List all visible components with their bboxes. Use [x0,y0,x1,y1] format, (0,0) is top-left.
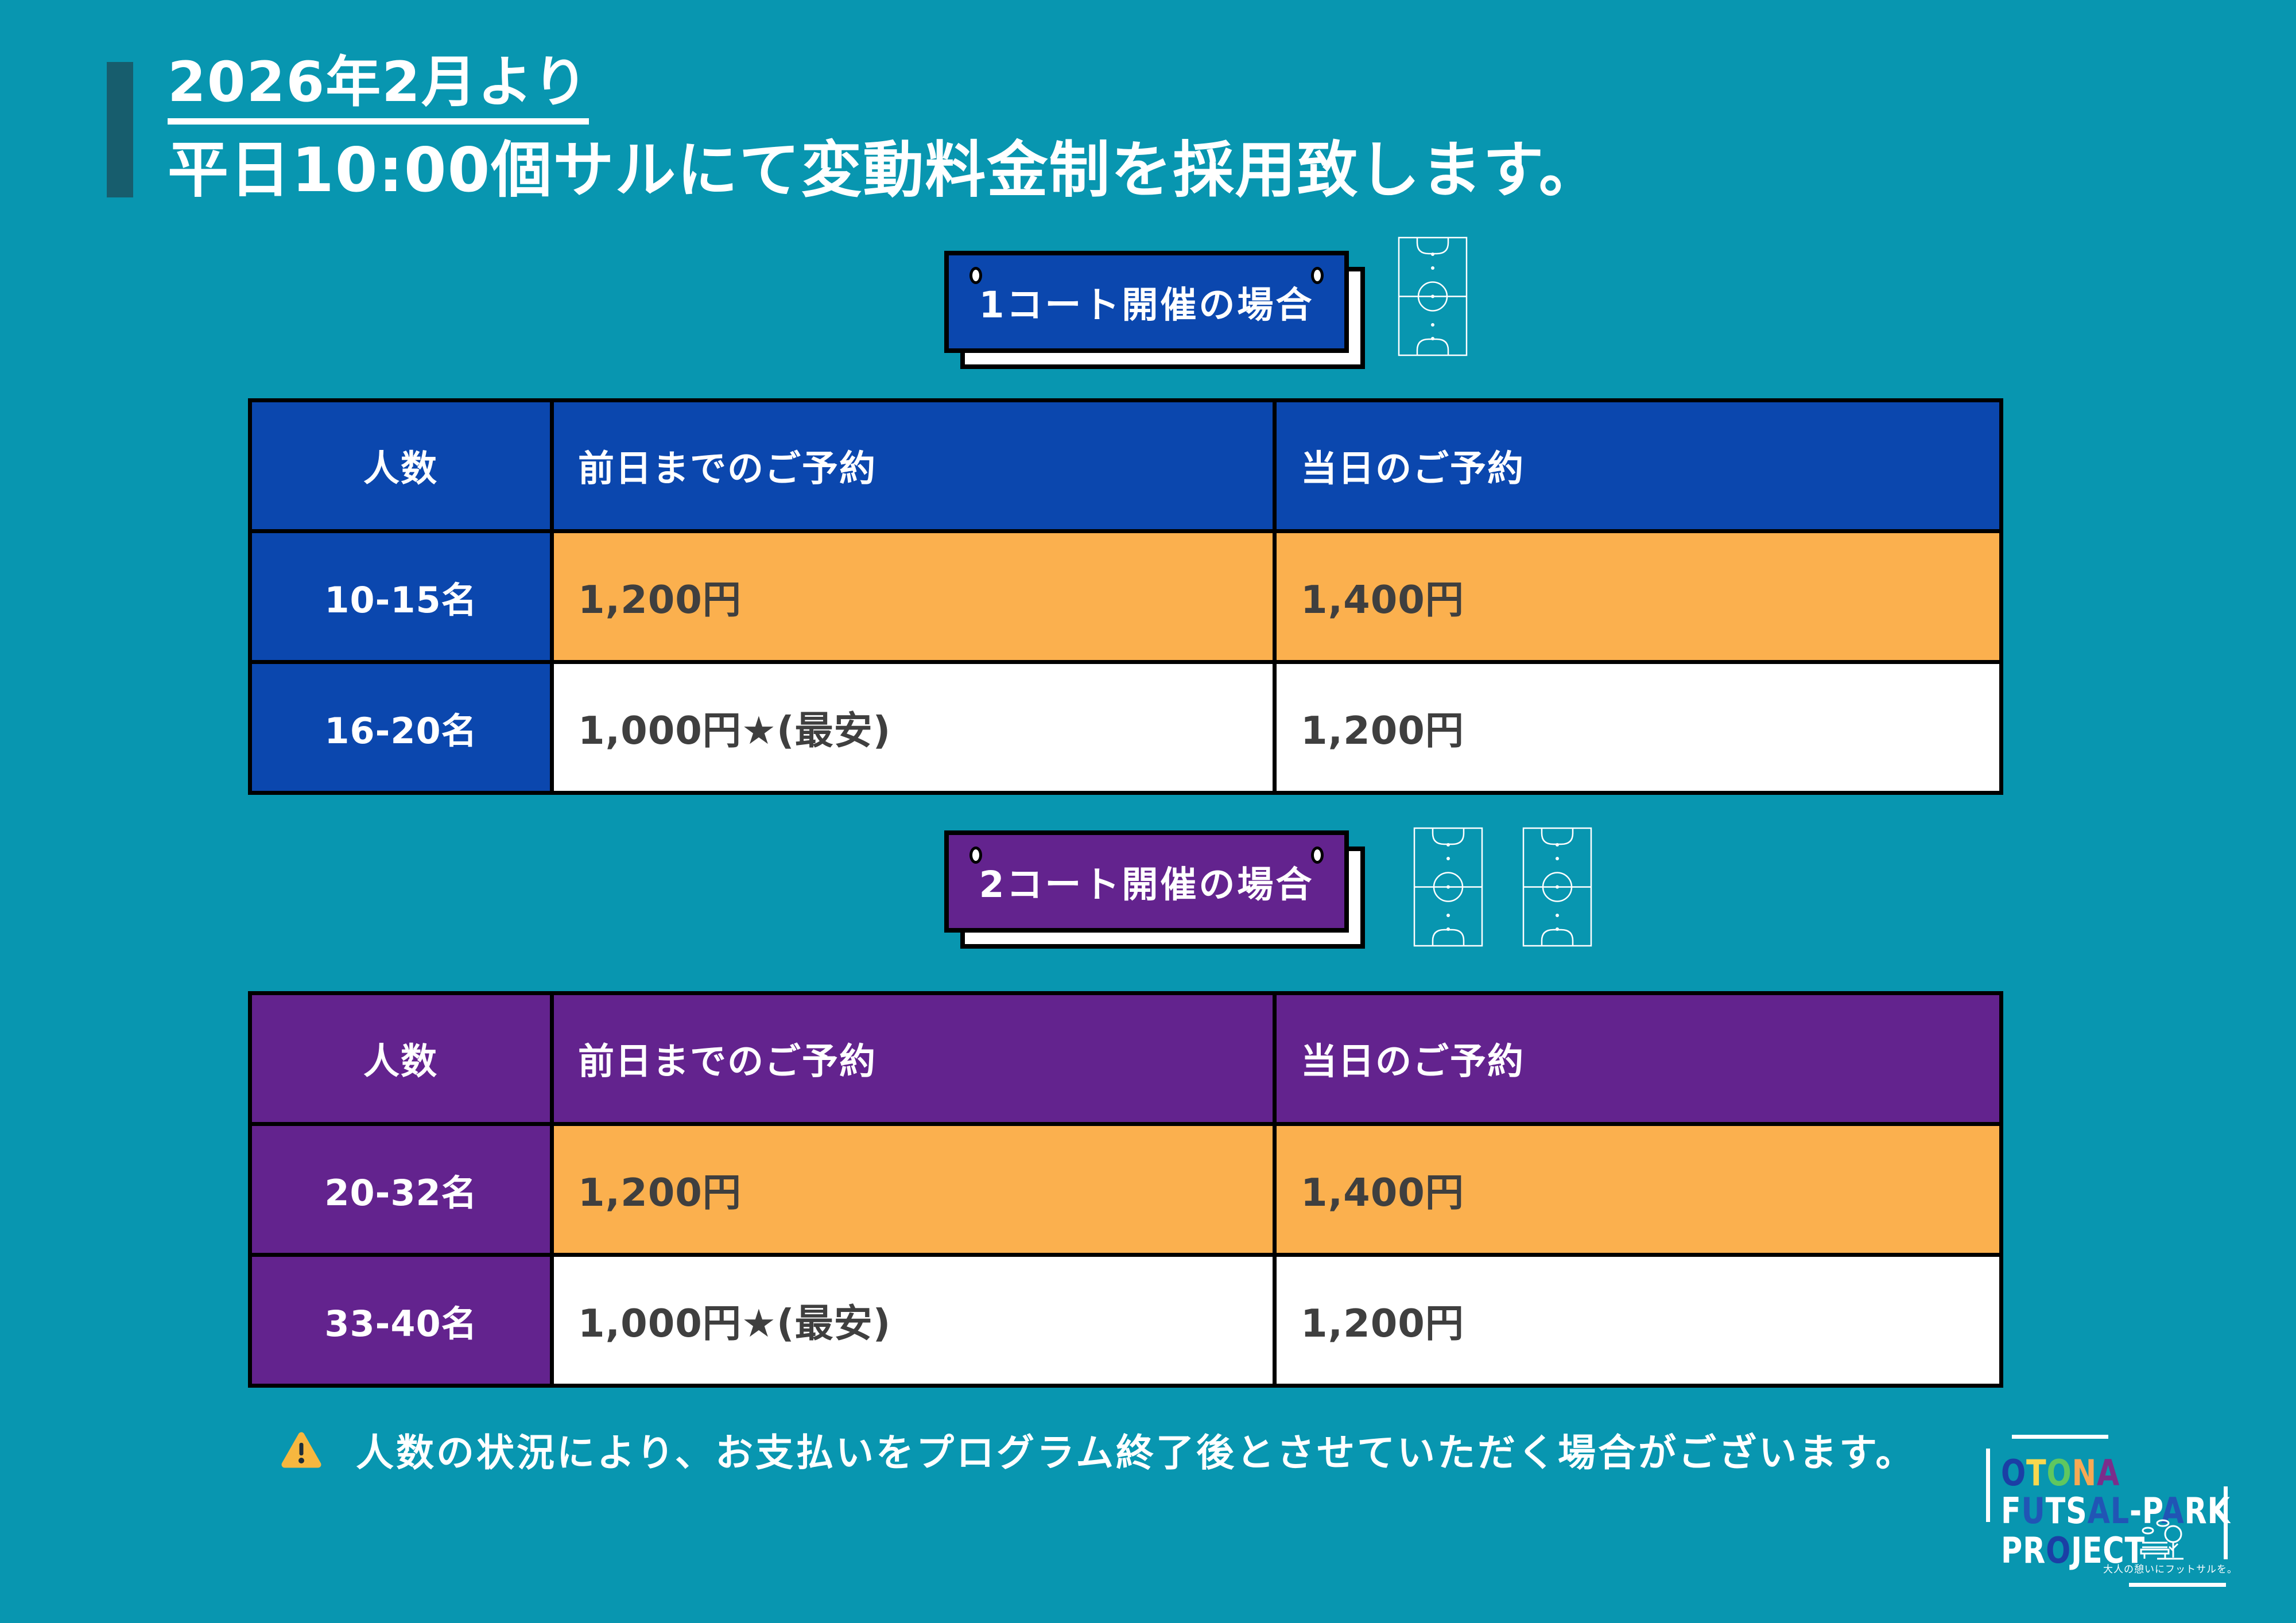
price-table-1court: 人数 前日までのご予約 当日のご予約 10-15名 1,200円 1,400円 … [248,398,2003,795]
screw-hole-icon [969,267,982,284]
table-row: 20-32名 1,200円 1,400円 [248,1122,2003,1257]
table-row: 16-20名 1,000円★(最安) 1,200円 [248,660,2003,795]
logo-letter: L [2110,1490,2130,1532]
futsal-court-icon [1522,827,1592,947]
title-line2: 平日10:00個サルにて変動料金制を採用致します。 [168,135,1601,206]
logo-word-futsal-park: FUTSAL-PARK [2001,1493,2231,1529]
cell-advance-price: 1,000円★(最安) [550,1253,1277,1388]
logo-letter: A [2161,1490,2185,1532]
logo-letter: O [2046,1452,2072,1494]
price-table-2court: 人数 前日までのご予約 当日のご予約 20-32名 1,200円 1,400円 … [248,991,2003,1388]
logo-letter: U [2021,1490,2046,1532]
logo-letter: T [2026,1452,2047,1494]
logo-tagline: 大人の憩いにフットサルを。 [2103,1564,2237,1575]
futsal-court-icon [1413,827,1483,947]
header-advance: 前日までのご予約 [550,991,1277,1126]
logo-frame-line [2224,1486,2228,1559]
logo-word-otona: OTONA [2001,1455,2120,1491]
header-sameday: 当日のご予約 [1273,398,2003,533]
logo-letter: S [2066,1490,2088,1532]
header-advance: 前日までのご予約 [550,398,1277,533]
logo-letter: R [2023,1529,2046,1571]
cell-advance-price: 1,200円 [550,1122,1277,1257]
payment-note: 人数の状況により、お支払いをプログラム終了後とさせていただく場合がございます。 [280,1422,1915,1477]
logo-letter: A [2096,1452,2120,1494]
cell-sameday-price: 1,400円 [1273,1122,2003,1257]
logo-letter: P [2001,1529,2023,1571]
badge-1court: 1コート開催の場合 [944,251,1365,369]
logo-letter: R [2184,1490,2208,1532]
logo-letter: C [2103,1529,2125,1571]
cell-sameday-price: 1,200円 [1273,1253,2003,1388]
logo-word-project: PROJECT [2001,1533,2145,1568]
table-header-row: 人数 前日までのご予約 当日のご予約 [248,991,2003,1126]
otona-futsal-park-logo: OTONA FUTSAL-PARK PROJECT 大人の憩いにフットサルを。 [1980,1429,2256,1601]
badge-plate: 2コート開催の場合 [944,830,1349,933]
logo-letter: O [2001,1452,2027,1494]
screw-hole-icon [1311,847,1324,864]
logo-letter: N [2072,1452,2097,1494]
logo-letter: J [2071,1529,2082,1571]
note-text: 人数の状況により、お支払いをプログラム終了後とさせていただく場合がございます。 [356,1431,1916,1475]
badge-label: 2コート開催の場合 [979,863,1314,906]
badge-label: 1コート開催の場合 [979,284,1314,326]
logo-letter: A [2087,1490,2111,1532]
logo-letter: T [2045,1490,2066,1532]
table-row: 10-15名 1,200円 1,400円 [248,529,2003,664]
park-bench-tree-icon [2140,1519,2183,1560]
warning-icon [281,1432,321,1468]
header-size: 人数 [248,398,554,533]
header-size: 人数 [248,991,554,1126]
logo-frame-line [2012,1435,2108,1439]
header-sameday: 当日のご予約 [1273,991,2003,1126]
cell-sameday-price: 1,400円 [1273,529,2003,664]
cell-advance-price: 1,200円 [550,529,1277,664]
logo-frame-line [2129,1583,2226,1587]
cell-sameday-price: 1,200円 [1273,660,2003,795]
logo-frame-line [1986,1449,1990,1522]
cell-advance-price: 1,000円★(最安) [550,660,1277,795]
logo-letter: E [2082,1529,2103,1571]
screw-hole-icon [1311,267,1324,284]
badge-2court: 2コート開催の場合 [944,830,1365,949]
table-row: 33-40名 1,000円★(最安) 1,200円 [248,1253,2003,1388]
title-accent-bar [107,62,133,197]
logo-letter: F [2001,1490,2022,1532]
cell-size: 16-20名 [248,660,554,795]
badge-plate: 1コート開催の場合 [944,251,1349,353]
logo-letter: K [2207,1490,2231,1532]
screw-hole-icon [969,847,982,864]
cell-size: 10-15名 [248,529,554,664]
title-line1: 2026年2月より [168,51,589,125]
page-title: 2026年2月より 平日10:00個サルにて変動料金制を採用致します。 [168,51,1601,207]
cell-size: 33-40名 [248,1253,554,1388]
cell-size: 20-32名 [248,1122,554,1257]
logo-letter: O [2046,1529,2072,1571]
logo-letter: - [2130,1490,2142,1532]
table-header-row: 人数 前日までのご予約 当日のご予約 [248,398,2003,533]
futsal-court-icon [1398,236,1468,356]
